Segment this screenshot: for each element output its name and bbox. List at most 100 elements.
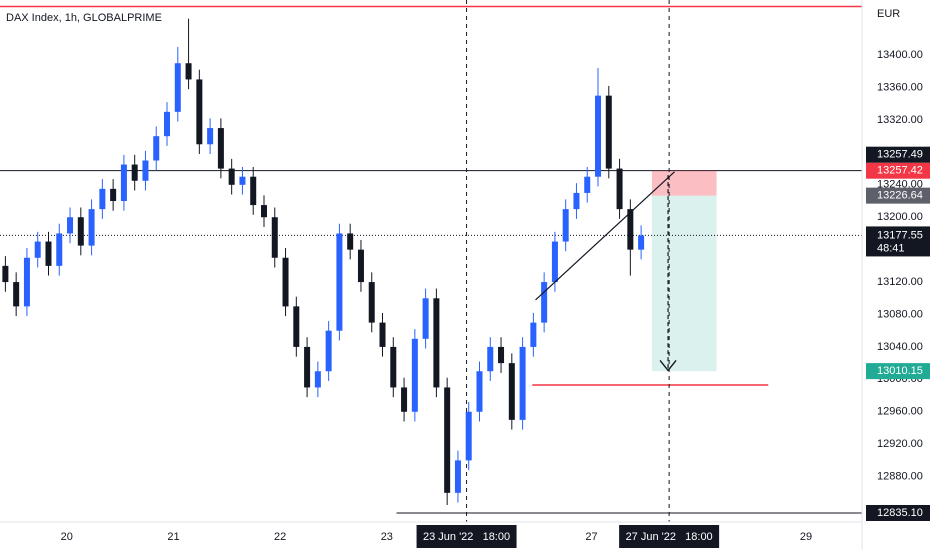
candle-body: [120, 164, 127, 202]
candle-body: [88, 209, 95, 246]
candle-body: [260, 205, 267, 218]
level-price-label: 13257.49: [877, 149, 923, 161]
candle-body: [77, 217, 84, 246]
candle-body: [379, 322, 386, 347]
candle-body: [357, 249, 364, 283]
trend-line: [535, 171, 675, 301]
candle-body: [454, 460, 461, 493]
candle-body: [390, 346, 397, 388]
candle-body: [616, 168, 623, 210]
plot-area: [0, 0, 862, 522]
candle-body: [584, 176, 591, 193]
x-tick-label: 27: [585, 531, 597, 543]
level-price-label-box: [866, 505, 930, 521]
candle-body: [34, 241, 41, 258]
candle-body: [13, 282, 20, 307]
entry-price-label: 13226.64: [877, 190, 923, 202]
candle-body: [67, 217, 74, 234]
candle-body: [110, 188, 117, 202]
y-tick-label: 13120.00: [877, 276, 923, 288]
candle-body: [207, 128, 214, 145]
target-price-label: 13010.15: [877, 365, 923, 377]
y-tick-label: 12920.00: [877, 438, 923, 450]
candle-body: [595, 95, 602, 177]
candle-body: [562, 209, 569, 242]
marker-label-box: [619, 525, 720, 548]
y-tick-label: 13200.00: [877, 211, 923, 223]
candle-body: [99, 188, 106, 210]
level-price-label-box: [866, 146, 930, 163]
y-tick-label: 13080.00: [877, 308, 923, 320]
target-zone: [651, 195, 717, 372]
currency: EUR: [877, 8, 900, 20]
x-tick-label: 21: [167, 531, 179, 543]
y-tick-label: 13320.00: [877, 114, 923, 126]
candle-body: [45, 241, 52, 266]
candle-body: [638, 235, 645, 250]
candle-body: [271, 217, 278, 258]
x-tick-label: 23: [381, 531, 393, 543]
candle-body: [465, 411, 472, 461]
candle-body: [2, 265, 9, 283]
x-tick-label: 22: [274, 531, 286, 543]
y-tick-label: 13400.00: [877, 49, 923, 61]
candle-body: [433, 298, 440, 388]
candle-body: [347, 233, 354, 250]
candle-body: [239, 176, 246, 185]
last-price-label: 13177.55: [877, 229, 923, 241]
chart-title: DAX Index, 1h, GLOBALPRIME: [6, 12, 162, 24]
arrow-head: [659, 359, 677, 372]
candle-body: [627, 209, 634, 250]
candle-body: [476, 371, 483, 412]
candle-body: [401, 387, 408, 412]
last-price-box: [866, 226, 930, 257]
y-tick-label: 13040.00: [877, 341, 923, 353]
candle-body: [541, 282, 548, 323]
candle-body: [56, 233, 63, 266]
candle-body: [444, 387, 451, 493]
candle-body: [131, 164, 138, 181]
candle-body: [293, 306, 300, 347]
candle-body: [314, 371, 321, 388]
candle-body: [164, 111, 171, 137]
price-axis: 12880.0012920.0012960.0013000.0013040.00…: [866, 49, 930, 521]
stop-price-label: 13257.42: [877, 165, 923, 177]
candle-body: [196, 79, 203, 145]
entry-price-label-box: [866, 187, 930, 204]
candle-body: [217, 128, 224, 169]
y-tick-label: 12960.00: [877, 406, 923, 418]
marker-label: 23 Jun '22 18:00: [423, 531, 510, 543]
level-price-label: 12835.10: [877, 507, 923, 519]
candle-body: [605, 95, 612, 169]
candle-body: [23, 257, 30, 307]
y-tick-label: 12880.00: [877, 471, 923, 483]
candle-body: [304, 346, 311, 388]
candle-body: [551, 241, 558, 283]
candle-body: [530, 322, 537, 347]
candle-body: [368, 282, 375, 323]
candle-body: [142, 160, 149, 181]
candle-body: [519, 346, 526, 420]
candle-body: [422, 298, 429, 339]
x-tick-label: 29: [800, 531, 812, 543]
candle-body: [282, 257, 289, 307]
marker-label: 27 Jun '22 18:00: [626, 531, 713, 543]
countdown-label: 48:41: [877, 242, 905, 254]
candle-body: [153, 136, 160, 161]
candle-body: [508, 363, 515, 420]
candle-body: [411, 338, 418, 412]
candle-body: [487, 346, 494, 372]
candle-body: [325, 330, 332, 372]
candle-body: [573, 192, 580, 210]
marker-label-box: [416, 525, 517, 548]
candle-body: [336, 233, 343, 331]
stop-price-label-box: [866, 162, 930, 179]
target-price-label-box: [866, 363, 930, 380]
candle-body: [174, 63, 181, 112]
y-tick-label: 13360.00: [877, 81, 923, 93]
candle-body: [250, 176, 257, 206]
x-tick-label: 20: [61, 531, 73, 543]
candle-body: [185, 63, 192, 80]
